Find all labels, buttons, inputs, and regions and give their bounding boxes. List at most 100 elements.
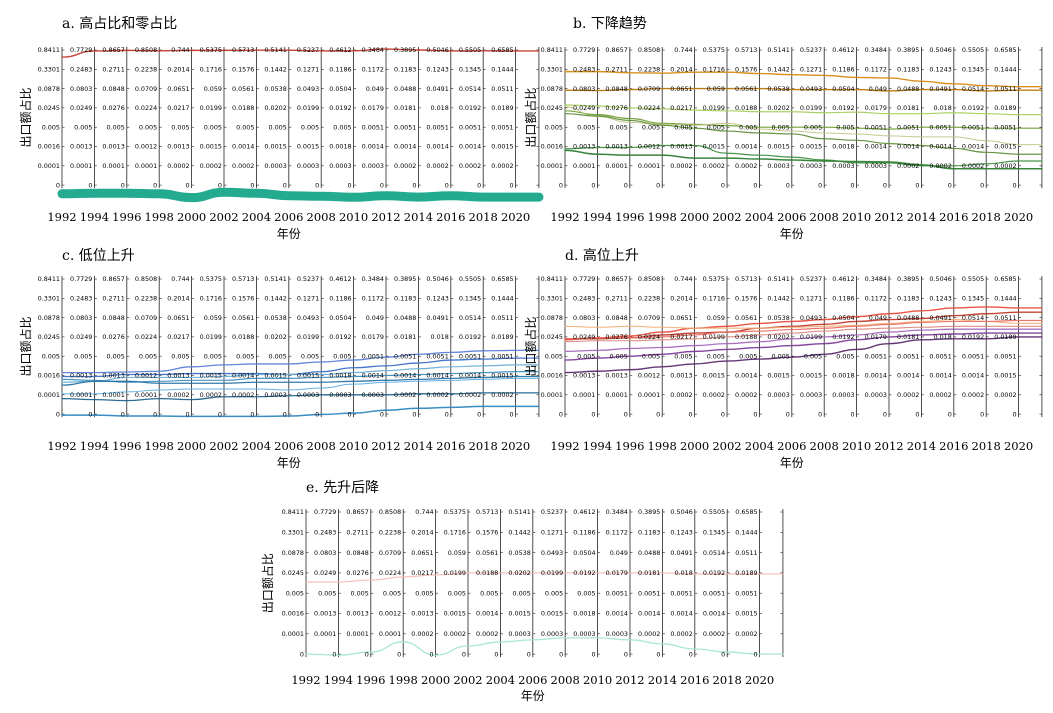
tick-label: 0.005 xyxy=(415,589,433,597)
tick-label: 0.0051 xyxy=(962,352,984,360)
tick-label: 0.0002 xyxy=(703,630,725,638)
tick-label: 0.0179 xyxy=(865,333,887,341)
tick-label: 0.1243 xyxy=(426,66,448,74)
tick-label: 0.005 xyxy=(269,123,287,131)
tick-label: 0.0018 xyxy=(573,610,595,618)
x-tick-label: 1994 xyxy=(583,439,612,453)
tick-label: 0.0018 xyxy=(832,143,854,151)
x-tick-label: 2014 xyxy=(404,210,433,224)
tick-label: 0.5046 xyxy=(670,508,692,516)
tick-label: 0.0002 xyxy=(735,391,757,399)
tick-label: 0.0014 xyxy=(232,372,254,380)
tick-label: 0.0002 xyxy=(962,162,984,170)
x-tick-label: 2002 xyxy=(712,439,741,453)
tick-label: 0.0189 xyxy=(994,104,1016,112)
tick-label: 0.0276 xyxy=(102,104,124,112)
tick-label: 0.005 xyxy=(204,352,222,360)
x-tick-label: 2000 xyxy=(177,210,206,224)
tick-label: 0.2238 xyxy=(638,295,660,303)
x-tick-label: 2002 xyxy=(209,439,238,453)
tick-label: 0.0202 xyxy=(508,569,530,577)
tick-label: 0.0051 xyxy=(735,589,757,597)
tick-label: 0.005 xyxy=(610,123,628,131)
tick-label: 0.0015 xyxy=(200,143,222,151)
tick-label: 0.3301 xyxy=(282,529,304,537)
tick-label: 0 xyxy=(510,181,514,189)
tick-label: 0.0015 xyxy=(703,143,725,151)
tick-label: 0.3484 xyxy=(606,508,628,516)
tick-label: 0.005 xyxy=(545,123,563,131)
tick-label: 0.005 xyxy=(318,589,336,597)
tick-label: 0.0002 xyxy=(994,391,1016,399)
tick-label: 0.0538 xyxy=(264,314,286,322)
tick-label: 0.7729 xyxy=(70,46,92,54)
tick-label: 0 xyxy=(851,410,855,418)
tick-label: 0.0493 xyxy=(297,314,319,322)
tick-label: 0.0217 xyxy=(167,104,189,112)
x-tick-label: 1992 xyxy=(47,210,76,224)
tick-label: 0.005 xyxy=(804,352,822,360)
tick-label: 0.0504 xyxy=(329,85,351,93)
tick-label: 0.0848 xyxy=(102,85,124,93)
tick-label: 0 xyxy=(689,410,693,418)
tick-label: 0.0199 xyxy=(297,104,319,112)
tick-label: 0.0012 xyxy=(135,143,157,151)
tick-label: 0.0014 xyxy=(929,372,951,380)
tick-label: 0.5375 xyxy=(200,275,222,283)
tick-label: 0.0014 xyxy=(670,610,692,618)
tick-label: 0.0002 xyxy=(411,630,433,638)
tick-label: 0.5375 xyxy=(703,46,725,54)
tick-label: 0.0511 xyxy=(735,549,757,557)
x-tick-label: 2012 xyxy=(371,439,400,453)
tick-label: 0.0245 xyxy=(38,333,60,341)
tick-label: 0.0848 xyxy=(605,85,627,93)
tick-label: 0.0013 xyxy=(102,143,124,151)
tick-label: 0 xyxy=(477,181,481,189)
x-tick-label: 2004 xyxy=(242,210,271,224)
tick-label: 0.0848 xyxy=(102,314,124,322)
tick-label: 0.0192 xyxy=(329,333,351,341)
tick-label: 0.0015 xyxy=(703,372,725,380)
tick-label: 0.0001 xyxy=(541,162,563,170)
tick-label: 0.0538 xyxy=(264,85,286,93)
tick-label: 0.0199 xyxy=(703,333,725,341)
series-line-4 xyxy=(564,325,1043,343)
tick-label: 0.5046 xyxy=(426,275,448,283)
tick-label: 0.0514 xyxy=(459,85,481,93)
tick-label: 0.8508 xyxy=(135,275,157,283)
series-line-5 xyxy=(564,113,1043,155)
series-line-6 xyxy=(61,392,540,402)
tick-label: 0.0181 xyxy=(638,569,660,577)
tick-label: 0.744 xyxy=(171,46,189,54)
tick-label: 0.005 xyxy=(739,352,757,360)
series-line-6 xyxy=(564,144,1043,167)
tick-label: 0 xyxy=(689,181,693,189)
series-line-5 xyxy=(61,377,540,395)
tick-label: 0.005 xyxy=(236,352,254,360)
tick-label: 0 xyxy=(283,410,287,418)
tick-label: 0.0013 xyxy=(573,143,595,151)
tick-label: 0.0224 xyxy=(638,104,660,112)
tick-label: 0.0014 xyxy=(232,143,254,151)
tick-label: 0.2238 xyxy=(135,66,157,74)
x-tick-label: 2018 xyxy=(469,210,498,224)
tick-label: 0.0015 xyxy=(541,610,563,618)
tick-label: 0.0016 xyxy=(282,610,304,618)
tick-label: 0.0651 xyxy=(167,314,189,322)
tick-label: 0 xyxy=(412,181,416,189)
tick-label: 0 xyxy=(250,410,254,418)
tick-label: 0.005 xyxy=(707,123,725,131)
tick-label: 0.0245 xyxy=(38,104,60,112)
tick-label: 0.0015 xyxy=(200,372,222,380)
series-line-0 xyxy=(564,306,1043,341)
tick-label: 0 xyxy=(883,181,887,189)
tick-label: 0.1271 xyxy=(297,295,319,303)
tick-label: 0.0051 xyxy=(929,123,951,131)
x-tick-label: 2002 xyxy=(209,210,238,224)
tick-label: 0.0878 xyxy=(282,549,304,557)
tick-label: 0.0514 xyxy=(703,549,725,557)
tick-label: 0.005 xyxy=(480,589,498,597)
tick-label: 0.005 xyxy=(286,589,304,597)
tick-label: 0.0014 xyxy=(735,372,757,380)
tick-label: 0 xyxy=(186,181,190,189)
